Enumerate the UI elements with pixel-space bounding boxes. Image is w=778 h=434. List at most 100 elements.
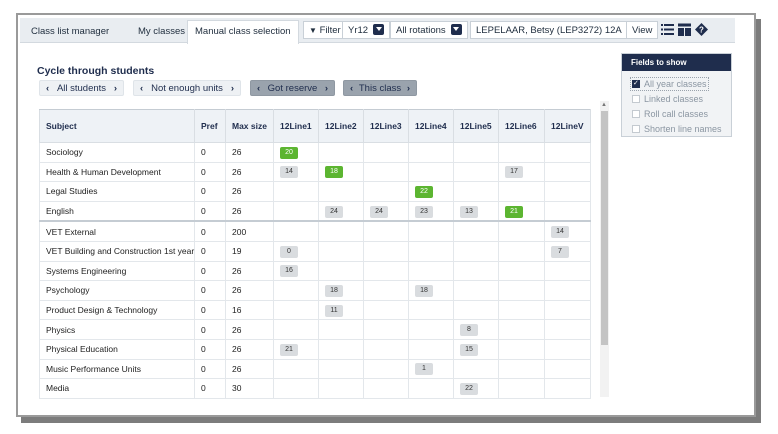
line-cell[interactable] [363, 161, 409, 183]
class-count-chip[interactable]: 22 [460, 382, 478, 395]
selected-class-chip[interactable]: 21 [505, 205, 523, 218]
line-cell[interactable]: 18 [318, 280, 364, 301]
line-cell[interactable] [273, 280, 319, 301]
line-cell[interactable] [318, 220, 364, 242]
line-cell[interactable]: 0 [273, 240, 319, 262]
line-cell[interactable]: 14 [544, 220, 591, 242]
line-cell[interactable] [408, 299, 454, 321]
line-cell[interactable] [273, 181, 319, 202]
line-cell[interactable] [408, 220, 454, 242]
line-cell[interactable]: 20 [273, 142, 319, 163]
view-button[interactable]: View [626, 21, 659, 39]
line-cell[interactable] [544, 280, 591, 301]
class-count-chip[interactable]: 7 [551, 245, 569, 258]
line-cell[interactable] [363, 338, 409, 360]
vertical-scrollbar[interactable]: ▲ [600, 101, 609, 397]
line-cell[interactable]: 24 [363, 200, 409, 222]
line-cell[interactable] [498, 260, 545, 282]
class-count-chip[interactable]: 14 [551, 226, 569, 239]
class-count-chip[interactable]: 13 [460, 205, 478, 218]
selected-class-chip[interactable]: 20 [280, 146, 298, 159]
class-count-chip[interactable]: 24 [325, 205, 343, 218]
line-cell[interactable]: 16 [273, 260, 319, 282]
tab-my-classes[interactable]: My classes [138, 26, 185, 37]
line-cell[interactable] [363, 220, 409, 242]
line-cell[interactable] [498, 378, 545, 399]
line-cell[interactable] [408, 338, 454, 360]
line-cell[interactable] [318, 319, 364, 340]
line-cell[interactable] [498, 240, 545, 262]
line-cell[interactable] [453, 161, 499, 183]
line-cell[interactable] [498, 181, 545, 202]
line-cell[interactable] [544, 181, 591, 202]
line-cell[interactable] [453, 142, 499, 163]
class-count-chip[interactable]: 18 [325, 284, 343, 297]
line-cell[interactable] [544, 299, 591, 321]
line-cell[interactable] [544, 378, 591, 399]
line-cell[interactable] [363, 260, 409, 282]
line-cell[interactable] [408, 142, 454, 163]
line-cell[interactable] [498, 220, 545, 242]
line-cell[interactable] [544, 319, 591, 340]
line-cell[interactable] [544, 161, 591, 183]
line-cell[interactable] [453, 280, 499, 301]
option-shorten-line-names[interactable]: Shorten line names [632, 124, 722, 134]
class-count-chip[interactable]: 24 [370, 205, 388, 218]
line-cell[interactable] [408, 378, 454, 399]
line-cell[interactable] [273, 319, 319, 340]
line-cell[interactable] [453, 240, 499, 262]
line-cell[interactable]: 22 [408, 181, 454, 202]
line-cell[interactable] [498, 319, 545, 340]
class-count-chip[interactable]: 1 [415, 363, 433, 376]
line-cell[interactable]: 18 [408, 280, 454, 301]
got-reserve-button[interactable]: ‹ Got reserve › [250, 80, 335, 96]
class-count-chip[interactable]: 14 [280, 166, 298, 179]
line-cell[interactable] [318, 240, 364, 262]
line-cell[interactable] [273, 200, 319, 222]
line-cell[interactable] [363, 280, 409, 301]
line-cell[interactable] [453, 358, 499, 380]
line-cell[interactable]: 7 [544, 240, 591, 262]
line-cell[interactable] [273, 299, 319, 321]
scroll-up-icon[interactable]: ▲ [601, 102, 607, 108]
line-cell[interactable] [453, 299, 499, 321]
student-select[interactable]: LEPELAAR, Betsy (LEP3272) 12A [470, 21, 644, 39]
tab-class-list-manager[interactable]: Class list manager [31, 26, 110, 37]
tab-manual-class-selection[interactable]: Manual class selection [187, 20, 299, 44]
line-cell[interactable]: 23 [408, 200, 454, 222]
line-cell[interactable] [363, 181, 409, 202]
class-count-chip[interactable]: 11 [325, 304, 343, 317]
line-cell[interactable]: 24 [318, 200, 364, 222]
line-cell[interactable] [498, 338, 545, 360]
scrollbar-thumb[interactable] [601, 111, 608, 345]
line-cell[interactable]: 18 [318, 161, 364, 183]
line-cell[interactable] [363, 358, 409, 380]
class-count-chip[interactable]: 18 [415, 284, 433, 297]
line-cell[interactable] [318, 338, 364, 360]
line-cell[interactable] [544, 338, 591, 360]
class-count-chip[interactable]: 16 [280, 265, 298, 278]
line-cell[interactable] [544, 260, 591, 282]
line-cell[interactable]: 21 [498, 200, 545, 222]
option-roll-call-classes[interactable]: Roll call classes [632, 109, 708, 119]
line-cell[interactable]: 8 [453, 319, 499, 340]
line-cell[interactable] [318, 181, 364, 202]
rotation-select[interactable]: All rotations [390, 21, 468, 39]
line-cell[interactable] [273, 220, 319, 242]
class-count-chip[interactable]: 15 [460, 343, 478, 356]
line-cell[interactable]: 17 [498, 161, 545, 183]
line-cell[interactable] [363, 319, 409, 340]
grid-view-icon[interactable] [678, 23, 691, 36]
line-cell[interactable] [408, 319, 454, 340]
year-select[interactable]: Yr12 [342, 21, 391, 39]
line-cell[interactable] [273, 358, 319, 380]
option-all-year-classes[interactable]: All year classes [630, 77, 709, 91]
line-cell[interactable]: 21 [273, 338, 319, 360]
line-cell[interactable] [318, 260, 364, 282]
line-cell[interactable] [453, 181, 499, 202]
list-view-icon[interactable] [661, 23, 674, 36]
line-cell[interactable] [453, 260, 499, 282]
line-cell[interactable] [273, 378, 319, 399]
line-cell[interactable] [408, 240, 454, 262]
line-cell[interactable] [363, 378, 409, 399]
